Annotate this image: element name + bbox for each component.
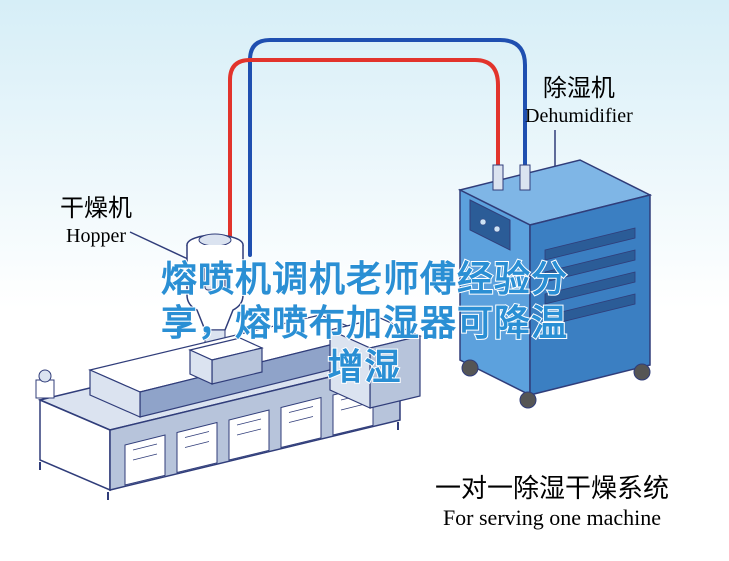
dehumidifier-label-en: Dehumidifier (525, 104, 633, 128)
diagram-canvas: 除湿机 Dehumidifier 干燥机 Hopper 一对一除湿干燥系统 Fo… (0, 0, 729, 561)
footer-cn: 一对一除湿干燥系统 (435, 468, 669, 505)
headline-text: 增湿 (327, 338, 401, 390)
dehumidifier-label-cn: 除湿机 (525, 75, 633, 104)
dehumidifier-label: 除湿机 Dehumidifier (525, 75, 633, 128)
hopper-label-cn: 干燥机 (60, 195, 132, 224)
hopper-label: 干燥机 Hopper (60, 195, 132, 248)
footer-en: For serving one machine (435, 505, 669, 531)
footer-caption: 一对一除湿干燥系统 For serving one machine (435, 468, 669, 531)
hopper-label-en: Hopper (60, 224, 132, 248)
